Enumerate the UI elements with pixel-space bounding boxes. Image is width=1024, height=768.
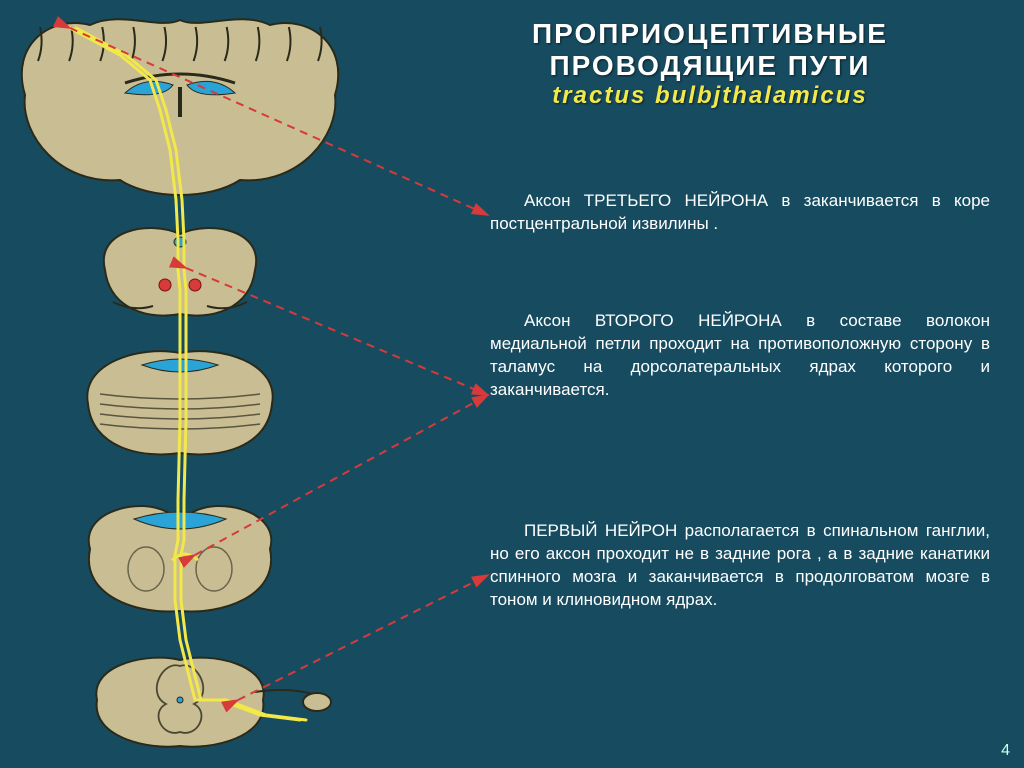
text-neuron-2: Аксон ВТОРОГО НЕЙРОНА в составе волокон … <box>490 310 990 402</box>
title-line2: ПРОВОДЯЩИЕ ПУТИ <box>420 50 1000 82</box>
text-neuron-3: Аксон ТРЕТЬЕГО НЕЙРОНА в заканчивается в… <box>490 190 990 236</box>
title-line1: ПРОПРИОЦЕПТИВНЫЕ <box>420 18 1000 50</box>
brain-coronal-section <box>22 19 338 195</box>
leader-line <box>238 575 488 700</box>
slide-title: ПРОПРИОЦЕПТИВНЫЕ ПРОВОДЯЩИЕ ПУТИ tractus… <box>420 18 1000 110</box>
title-subtitle: tractus bulbjthalamicus <box>420 82 1000 110</box>
text-neuron-1: ПЕРВЫЙ НЕЙРОН располагается в спинальном… <box>490 520 990 612</box>
page-number: 4 <box>1001 742 1010 760</box>
red-nucleus-dot <box>189 279 201 291</box>
spinal-cord-section <box>96 658 331 747</box>
red-nucleus-dot <box>159 279 171 291</box>
